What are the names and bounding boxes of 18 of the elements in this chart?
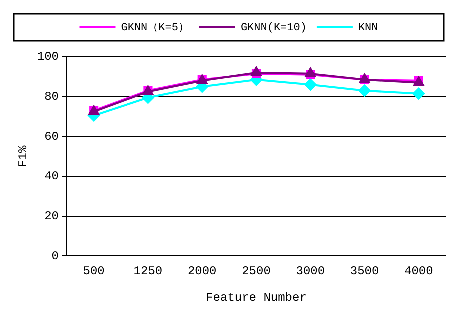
- y-tick-label: 60: [44, 130, 60, 144]
- y-tick-label: 0: [52, 249, 60, 264]
- y-tick-label: 100: [37, 50, 60, 64]
- legend-label: GKNN(K=10): [240, 22, 307, 34]
- x-tick-label: 1250: [134, 264, 163, 279]
- y-tick-label: 80: [44, 90, 60, 104]
- x-tick-label: 500: [83, 264, 105, 279]
- legend-label: GKNN（K=5）: [121, 22, 190, 34]
- y-tick-label: 40: [44, 170, 60, 184]
- y-axis-title: F1%: [16, 145, 30, 168]
- x-axis-title: Feature Number: [206, 290, 307, 305]
- y-tick-label: 20: [44, 210, 60, 224]
- legend-label: KNN: [358, 22, 378, 34]
- x-tick-label: 3500: [350, 264, 380, 279]
- x-tick-label: 3000: [296, 264, 326, 279]
- x-tick-label: 4000: [404, 264, 434, 279]
- x-tick-label: 2500: [242, 264, 271, 279]
- x-tick-label: 2000: [188, 264, 217, 279]
